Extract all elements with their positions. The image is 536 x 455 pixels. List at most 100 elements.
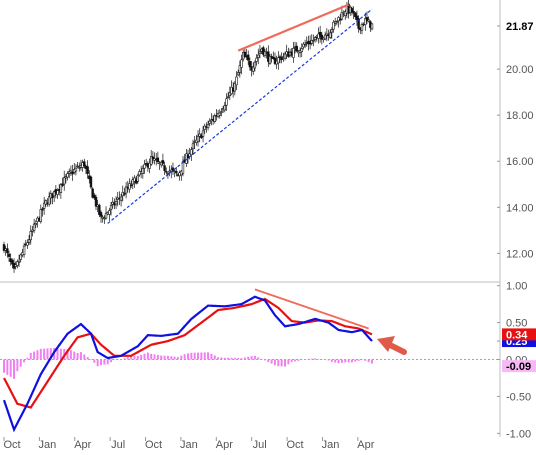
candle-body: [42, 202, 46, 209]
histogram-bar: [317, 359, 320, 360]
candle-body: [156, 157, 160, 163]
candle-body: [171, 167, 175, 171]
annotation-arrow: [377, 336, 407, 355]
candle-body: [258, 51, 262, 54]
candle-body: [109, 205, 113, 210]
histogram-bar: [200, 352, 203, 360]
histogram-bar: [223, 357, 226, 360]
candle-body: [71, 171, 74, 175]
candle-body: [339, 18, 342, 21]
histogram-bar: [180, 355, 183, 360]
price-tick-label: 18.00: [506, 110, 534, 122]
histogram-bar: [247, 356, 250, 360]
candle-body: [141, 168, 145, 174]
candle-body: [143, 164, 146, 169]
histogram-bar: [337, 359, 340, 364]
histogram-bar: [103, 359, 106, 365]
candle-body: [257, 54, 260, 58]
candle-body: [175, 170, 178, 174]
ppo-tick-label: 0.50: [506, 318, 527, 330]
histogram-bar: [183, 354, 186, 360]
histogram-bar: [327, 359, 330, 361]
candle-body: [370, 23, 374, 30]
histogram-bar: [153, 354, 156, 360]
histogram-bar: [197, 352, 200, 360]
candle-body: [128, 183, 131, 190]
histogram-bar: [39, 348, 42, 360]
candle-body: [44, 200, 48, 205]
candle-body: [86, 166, 89, 174]
candle-body: [243, 51, 247, 57]
candle-body: [201, 130, 205, 137]
histogram-bar: [86, 357, 89, 360]
histogram-bar: [240, 358, 243, 360]
candle-body: [104, 212, 108, 219]
histogram-bar: [69, 350, 72, 360]
histogram-bar: [143, 353, 146, 360]
candle-body: [365, 17, 369, 21]
histogram-bar: [330, 359, 333, 362]
candle-body: [318, 32, 322, 37]
candle-body: [277, 57, 280, 64]
x-tick-label: Jan: [180, 439, 198, 450]
candle-body: [335, 21, 339, 24]
candle-body: [74, 167, 78, 172]
candle-body: [39, 209, 43, 222]
candle-body: [123, 193, 126, 195]
resistance-trendline: [237, 3, 350, 52]
candle-body: [47, 196, 51, 205]
candle-body: [262, 47, 265, 55]
histogram-bar: [360, 359, 363, 360]
candle-body: [255, 57, 258, 62]
histogram-bar: [364, 359, 367, 361]
candle-body: [76, 165, 79, 168]
histogram-bar: [113, 359, 116, 361]
histogram-bar: [133, 356, 136, 360]
price-tick-label: 14.00: [506, 202, 534, 214]
candle-body: [303, 44, 307, 46]
histogram-bar: [294, 359, 297, 362]
histogram-bar: [344, 359, 347, 363]
histogram-bar: [280, 359, 283, 367]
histogram-bar: [116, 359, 119, 360]
candle-body: [61, 183, 64, 187]
candle-body: [248, 61, 252, 68]
x-tick-label: Jan: [39, 439, 57, 450]
candle-body: [323, 34, 327, 40]
x-tick-label: Oct: [287, 439, 304, 450]
x-tick-label: Oct: [145, 439, 162, 450]
arrow-head: [377, 336, 395, 352]
candle-body: [83, 161, 86, 167]
candle-body: [312, 39, 315, 42]
candle-body: [320, 34, 324, 40]
candle-body: [220, 111, 223, 113]
histogram-bar: [354, 359, 357, 362]
histogram-bar: [207, 352, 210, 360]
histogram-bar: [176, 357, 179, 360]
candle-body: [89, 176, 93, 188]
candle-body: [26, 242, 29, 246]
histogram-bar: [307, 358, 310, 360]
histogram-bar: [110, 359, 113, 363]
histogram-bar: [357, 359, 360, 361]
histogram-bar: [120, 359, 123, 360]
candle-body: [114, 200, 118, 205]
x-tick-label: Oct: [3, 439, 20, 450]
candle-body: [191, 143, 195, 150]
histogram-bar: [13, 359, 16, 379]
candle-body: [218, 112, 221, 116]
histogram-bar: [150, 353, 153, 360]
candle-body: [190, 149, 193, 156]
candle-body: [196, 135, 200, 142]
candle-body: [163, 165, 166, 171]
candle-body: [129, 184, 133, 187]
arrow-shaft: [387, 342, 407, 355]
histogram-bar: [237, 357, 240, 360]
histogram-bar: [160, 355, 163, 360]
histogram-bar: [190, 352, 193, 360]
price-tick-label: 12.00: [506, 248, 534, 260]
candle-body: [91, 188, 94, 198]
histogram-bar: [173, 356, 176, 360]
histogram-bar: [163, 355, 166, 360]
histogram-bar: [140, 354, 143, 360]
